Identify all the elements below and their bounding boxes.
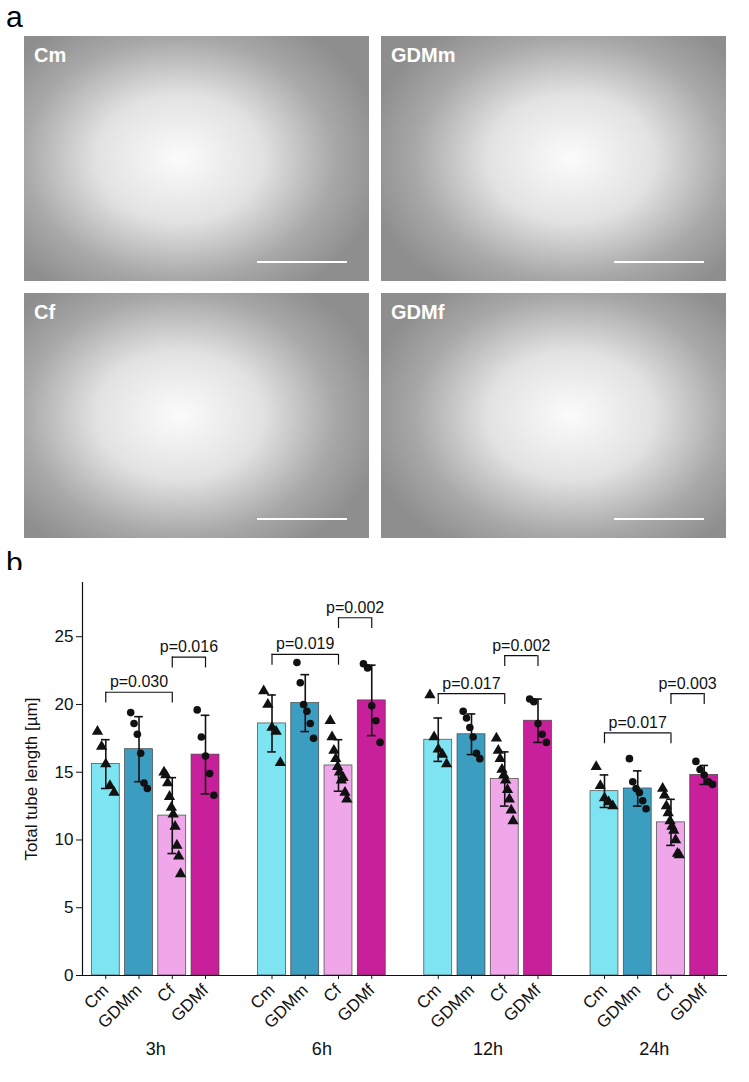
svg-text:Cf: Cf — [153, 980, 179, 1006]
svg-text:p=0.016: p=0.016 — [160, 638, 218, 655]
html-text:GDMf: GDMf — [391, 301, 445, 323]
svg-text:20: 20 — [55, 695, 74, 714]
svg-text:3h: 3h — [146, 1039, 166, 1059]
svg-text:p=0.002: p=0.002 — [492, 637, 550, 654]
svg-text:Cf: Cf — [652, 980, 678, 1006]
svg-text:Cf: Cf — [486, 980, 512, 1006]
svg-text:GDMm: GDMm — [94, 981, 145, 1032]
svg-text:p=0.017: p=0.017 — [442, 675, 500, 692]
svg-text:GDMf: GDMf — [666, 980, 711, 1025]
svg-text:GDMm: GDMm — [427, 981, 478, 1032]
html-text:Cf: Cf — [34, 301, 56, 323]
svg-text:5: 5 — [64, 898, 73, 917]
svg-text:p=0.017: p=0.017 — [609, 714, 667, 731]
svg-text:6h: 6h — [312, 1039, 332, 1059]
svg-text:25: 25 — [55, 627, 74, 646]
svg-text:GDMf: GDMf — [500, 980, 545, 1025]
svg-text:0: 0 — [64, 966, 73, 985]
svg-text:Cm: Cm — [412, 980, 445, 1013]
svg-text:p=0.019: p=0.019 — [276, 635, 334, 652]
svg-text:24h: 24h — [639, 1039, 669, 1059]
html-text:GDMm: GDMm — [391, 44, 456, 66]
svg-text:Cm: Cm — [579, 980, 612, 1013]
svg-text:GDMm: GDMm — [593, 981, 644, 1032]
svg-text:Cm: Cm — [246, 980, 279, 1013]
html-text:b: b — [6, 546, 23, 579]
svg-text:Cm: Cm — [80, 980, 113, 1013]
html-text:a: a — [6, 0, 23, 33]
html-text:Cm: Cm — [34, 44, 67, 66]
svg-text:GDMm: GDMm — [260, 981, 311, 1032]
svg-text:p=0.003: p=0.003 — [658, 675, 716, 692]
svg-text:10: 10 — [55, 830, 74, 849]
svg-text:GDMf: GDMf — [334, 980, 379, 1025]
svg-text:GDMf: GDMf — [167, 980, 212, 1025]
svg-text:p=0.030: p=0.030 — [110, 673, 168, 690]
svg-text:Total tube length [µm]: Total tube length [µm] — [22, 698, 41, 861]
svg-text:15: 15 — [55, 763, 74, 782]
svg-text:p=0.002: p=0.002 — [326, 599, 384, 616]
svg-text:12h: 12h — [473, 1039, 503, 1059]
svg-text:Cf: Cf — [320, 980, 346, 1006]
